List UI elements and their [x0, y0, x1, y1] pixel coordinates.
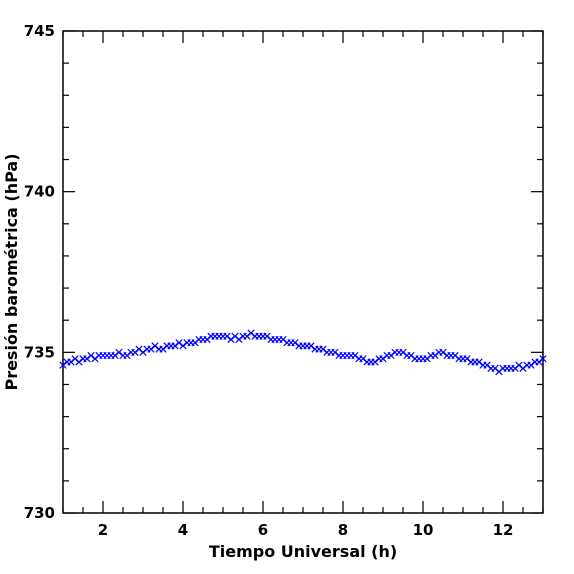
y-tick-label: 740	[24, 183, 55, 201]
plot-frame	[62, 30, 544, 514]
x-tick-label: 12	[493, 521, 514, 539]
data-points	[59, 329, 547, 376]
axis-ticks	[62, 30, 544, 514]
x-tick-label: 8	[338, 521, 348, 539]
axis-tick-labels: 2 4 6 8 10 12 730 735 740 745	[24, 22, 514, 539]
y-tick-label: 745	[24, 22, 55, 40]
data-point	[539, 355, 547, 363]
x-tick-label: 10	[413, 521, 434, 539]
x-tick-label: 2	[98, 521, 108, 539]
x-tick-label: 4	[178, 521, 188, 539]
x-axis-label: Tiempo Universal (h)	[209, 542, 397, 561]
y-axis-label: Presión barométrica (hPa)	[2, 153, 21, 390]
y-tick-label: 730	[24, 504, 55, 522]
y-tick-label: 735	[24, 343, 55, 361]
x-tick-label: 6	[258, 521, 268, 539]
